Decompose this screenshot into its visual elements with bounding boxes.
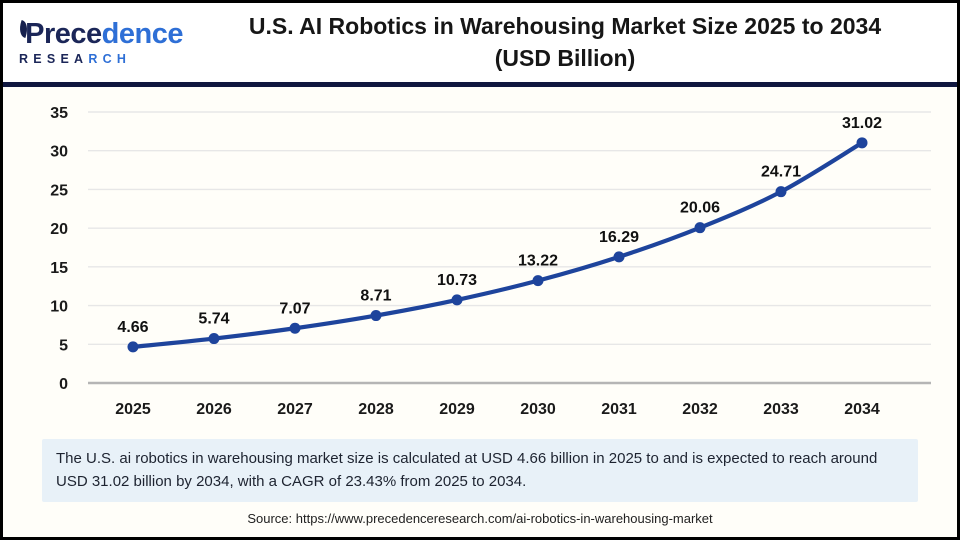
x-tick-label: 2025: [115, 401, 151, 418]
data-point: [127, 341, 139, 353]
logo-sub-dark: RESEA: [19, 51, 89, 66]
header: Precedence RESEARCH U.S. AI Robotics in …: [3, 3, 957, 82]
y-tick-label: 5: [59, 337, 68, 354]
y-tick-label: 15: [50, 260, 68, 277]
data-label: 7.07: [279, 300, 310, 317]
x-tick-label: 2034: [844, 401, 880, 418]
logo-subtitle: RESEARCH: [19, 52, 183, 66]
x-tick-label: 2028: [358, 401, 394, 418]
chart-title-line2: (USD Billion): [494, 44, 636, 71]
x-tick-label: 2031: [601, 401, 637, 418]
series-line: [130, 140, 865, 350]
x-tick-label: 2027: [277, 401, 313, 418]
data-point: [208, 333, 220, 345]
logo-name-light: dence: [101, 17, 184, 50]
x-tick-label: 2030: [520, 401, 556, 418]
y-tick-label: 20: [50, 221, 68, 238]
y-tick-label: 0: [59, 376, 68, 393]
summary-box: The U.S. ai robotics in warehousing mark…: [42, 439, 918, 502]
data-label: 24.71: [761, 164, 801, 181]
summary-text: The U.S. ai robotics in warehousing mark…: [56, 450, 878, 490]
data-label: 20.06: [680, 200, 720, 217]
x-tick-label: 2033: [763, 401, 799, 418]
precedence-logo: Precedence RESEARCH: [3, 17, 184, 66]
data-label: 16.29: [599, 229, 639, 246]
data-point: [451, 294, 463, 306]
y-tick-label: 30: [50, 144, 68, 161]
data-label: 4.66: [117, 319, 148, 336]
x-tick-label: 2032: [682, 401, 718, 418]
data-point: [613, 251, 625, 263]
logo-sub-light: RCH: [88, 51, 132, 66]
x-tick-label: 2029: [439, 401, 475, 418]
data-point: [856, 137, 868, 149]
data-point: [532, 275, 544, 287]
logo-wordmark: Precedence: [16, 17, 184, 50]
data-label: 8.71: [360, 288, 391, 305]
chart-title-line1: U.S. AI Robotics in Warehousing Market S…: [248, 13, 882, 40]
y-tick-label: 25: [50, 182, 68, 199]
market-size-chart: 0 5 10 15 20 25 30 35 2025 2026 2027 2028 2029 2030 20…: [3, 87, 957, 425]
logo-name-dark: Prece: [25, 17, 102, 50]
data-point: [694, 222, 706, 234]
data-label: 31.02: [842, 115, 882, 132]
data-label: 10.73: [437, 272, 477, 289]
data-point: [289, 322, 301, 334]
y-tick-label: 10: [50, 299, 68, 316]
header-divider: [3, 82, 957, 87]
x-tick-label: 2026: [196, 401, 232, 418]
data-label: 13.22: [518, 253, 558, 270]
data-point: [775, 186, 787, 198]
chart-title: U.S. AI Robotics in Warehousing Market S…: [183, 11, 957, 73]
source-line: Source: https://www.precedenceresearch.c…: [247, 511, 713, 526]
y-tick-label: 35: [50, 105, 68, 122]
logo-name: Precedence: [25, 17, 184, 50]
data-label: 5.74: [198, 311, 229, 328]
data-point: [370, 310, 382, 322]
